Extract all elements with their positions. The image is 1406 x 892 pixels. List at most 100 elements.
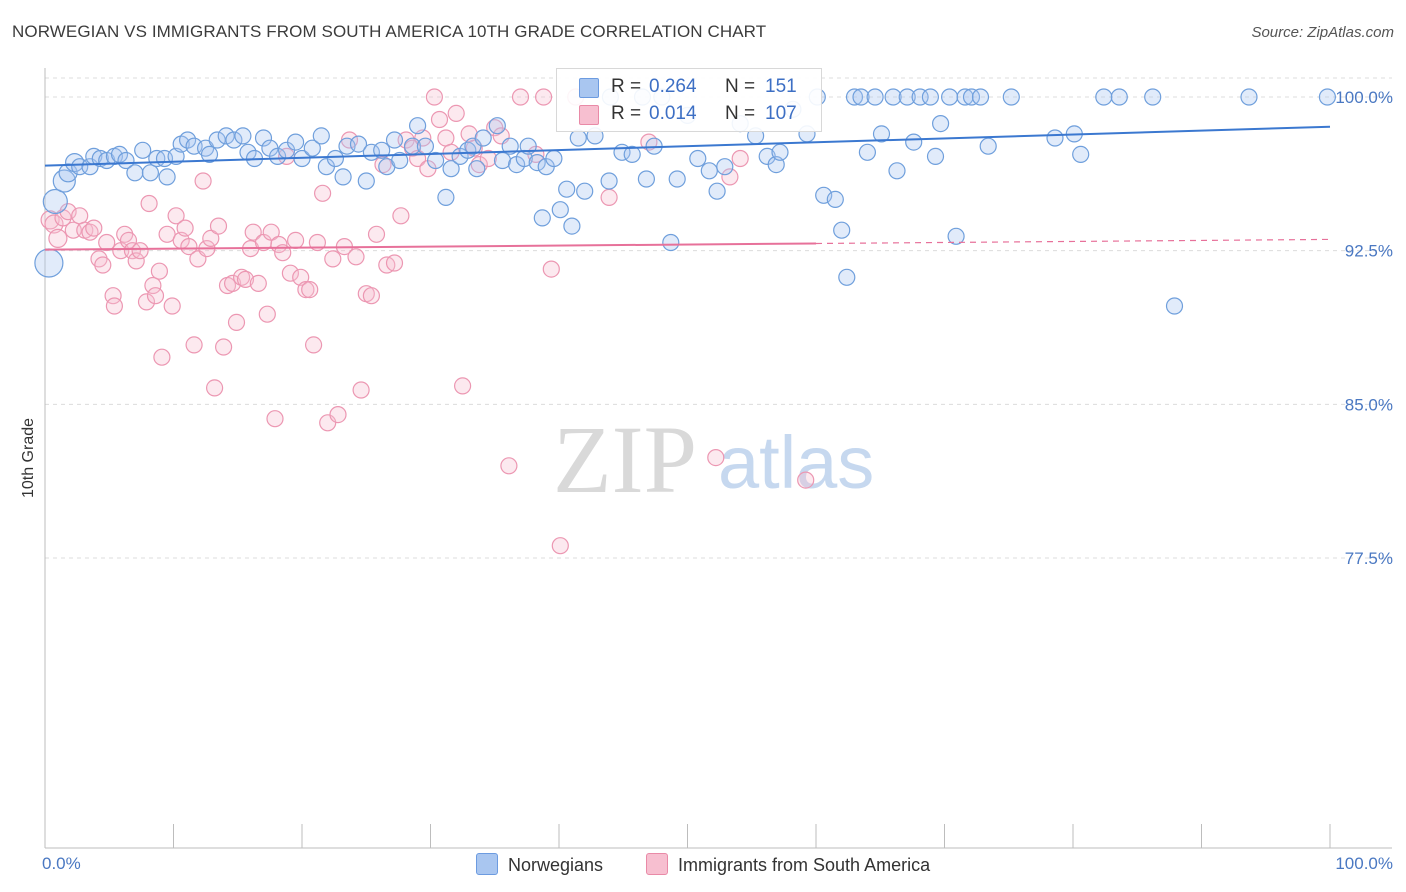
data-point <box>427 151 445 170</box>
stats-legend: R = 0.264 N = 151 R = 0.014 N = 107 <box>556 68 822 132</box>
data-point <box>224 274 242 292</box>
data-point <box>569 129 587 147</box>
y-tick-label: 100.0% <box>1335 88 1393 107</box>
data-point <box>528 154 546 172</box>
data-point <box>708 182 726 200</box>
data-point <box>1095 88 1113 106</box>
data-point <box>425 88 443 106</box>
data-point <box>833 221 851 239</box>
data-point <box>225 131 243 149</box>
x-tick-label: 100.0% <box>1335 854 1393 873</box>
data-point <box>94 256 112 274</box>
data-point <box>600 188 618 206</box>
data-point <box>542 260 560 278</box>
y-tick-labels: 100.0% 92.5% 85.0% 77.5% <box>1335 88 1393 568</box>
watermark: ZIP atlas <box>553 406 874 513</box>
data-point <box>391 151 409 170</box>
data-point <box>58 163 78 183</box>
data-point <box>771 143 789 161</box>
r-label: R = <box>611 103 642 124</box>
data-point <box>71 207 89 225</box>
data-point <box>137 293 156 311</box>
data-point <box>716 158 734 176</box>
data-point <box>866 88 884 106</box>
data-point <box>352 381 370 399</box>
data-point <box>167 207 185 225</box>
data-point <box>533 209 551 227</box>
data-point <box>334 168 352 186</box>
data-point <box>176 219 194 237</box>
data-point <box>872 125 891 143</box>
r-value: 0.264 <box>649 76 697 97</box>
data-point <box>217 127 235 145</box>
data-point <box>362 287 380 305</box>
data-point <box>140 194 158 213</box>
norwegians-legend-swatch <box>476 853 498 875</box>
data-point <box>324 250 342 268</box>
data-point <box>474 129 492 147</box>
data-point <box>200 145 219 163</box>
data-point <box>931 114 950 133</box>
y-tick-label: 92.5% <box>1345 242 1393 261</box>
data-point <box>305 336 323 354</box>
data-point <box>258 305 276 323</box>
data-point <box>163 297 181 315</box>
data-point <box>668 170 686 188</box>
data-point <box>202 229 220 247</box>
data-point <box>826 190 844 208</box>
data-point <box>926 147 945 165</box>
data-point <box>416 137 434 155</box>
immigrants-legend-swatch <box>646 853 668 875</box>
data-point <box>347 248 365 266</box>
data-point <box>845 88 864 106</box>
n-value: 151 <box>765 76 797 97</box>
norwegians-legend-label: Norwegians <box>508 855 604 875</box>
data-point <box>731 149 749 168</box>
data-point <box>44 214 64 234</box>
data-point <box>287 231 305 249</box>
data-point <box>126 164 144 182</box>
legend-item-immigrants[interactable]: Immigrants from South America <box>646 853 930 877</box>
n-label: N = <box>725 76 756 97</box>
data-point <box>1165 297 1184 315</box>
data-point <box>134 141 152 159</box>
data-point <box>105 297 124 315</box>
data-point <box>576 182 594 200</box>
data-point <box>1240 88 1258 106</box>
data-point <box>158 168 176 186</box>
data-point <box>385 131 404 149</box>
data-point <box>1072 145 1090 163</box>
norwegians-swatch <box>579 78 599 98</box>
data-point <box>852 88 870 106</box>
data-point <box>117 151 135 170</box>
watermark-zip: ZIP <box>553 406 697 513</box>
data-point <box>48 228 68 248</box>
data-point <box>1002 88 1020 106</box>
series-norwegians-points <box>34 88 1337 315</box>
data-point <box>392 207 410 225</box>
data-point <box>947 227 965 245</box>
data-point <box>180 238 198 256</box>
data-point <box>150 262 168 280</box>
data-point <box>269 147 287 165</box>
chart-source: Source: ZipAtlas.com <box>1251 24 1394 41</box>
data-point <box>209 217 228 235</box>
data-point <box>1318 88 1337 106</box>
data-point <box>637 170 656 188</box>
data-point <box>236 270 255 288</box>
data-point <box>1046 129 1064 147</box>
y-tick-label: 85.0% <box>1345 395 1393 414</box>
data-point <box>962 88 981 106</box>
data-point <box>85 219 103 237</box>
data-point <box>689 149 707 168</box>
data-point <box>600 172 618 190</box>
data-point <box>34 248 64 278</box>
axes-layer <box>44 68 1392 849</box>
data-point <box>234 127 252 145</box>
data-point <box>447 104 465 123</box>
data-point <box>373 141 391 159</box>
data-point <box>838 268 856 286</box>
legend-item-norwegians[interactable]: Norwegians <box>476 853 603 877</box>
data-point <box>153 348 171 366</box>
data-point <box>144 276 162 295</box>
